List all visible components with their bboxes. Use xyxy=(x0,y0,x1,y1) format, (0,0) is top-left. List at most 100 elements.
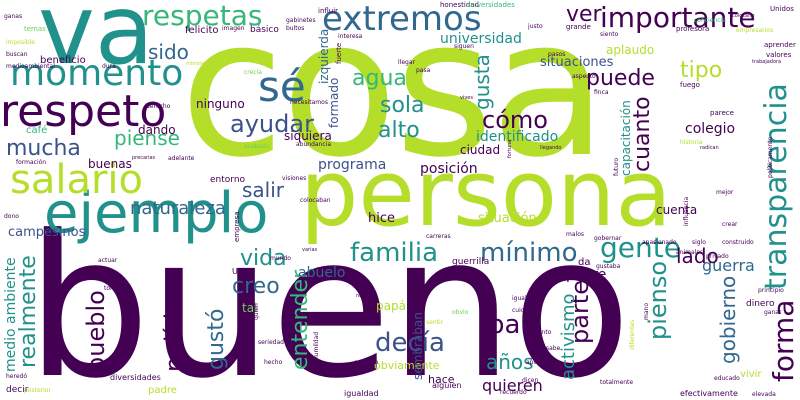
word: temas xyxy=(24,25,46,33)
word: dicen xyxy=(522,377,539,384)
word: vivir xyxy=(740,369,762,380)
word: padre xyxy=(148,385,177,396)
word: recuerdo xyxy=(500,389,527,396)
word: crear xyxy=(722,221,738,228)
word: abuelo xyxy=(298,265,346,281)
word: tal xyxy=(242,301,258,315)
word: hecho xyxy=(264,359,283,366)
word: ninguno xyxy=(196,97,245,111)
word: Uribe xyxy=(232,267,254,276)
word: respeto xyxy=(0,86,167,137)
word: políticamente xyxy=(767,136,774,178)
word: hice xyxy=(368,211,395,226)
word: siguen xyxy=(454,43,474,50)
word: sentir xyxy=(426,319,444,326)
word: adelante xyxy=(168,155,195,162)
word: mejor xyxy=(716,189,734,196)
word: precarias xyxy=(132,155,156,161)
word: historia xyxy=(680,139,703,146)
word: política xyxy=(160,284,188,372)
word: siquiera xyxy=(284,129,332,143)
word: entorno xyxy=(210,175,246,185)
word: dura xyxy=(102,63,116,70)
word: imposible xyxy=(6,39,35,46)
word: ministerios xyxy=(186,61,214,67)
word: aplaudo xyxy=(606,43,655,57)
word: café xyxy=(26,125,48,136)
word: cuidamos xyxy=(512,307,541,314)
word: cómo xyxy=(482,106,548,134)
word: dono xyxy=(4,213,19,220)
word: izquierda xyxy=(317,28,331,84)
word: elevada xyxy=(752,391,776,398)
word: obviamente xyxy=(374,359,440,372)
word: totalmente xyxy=(600,379,634,386)
word: lado xyxy=(676,244,719,268)
word: pasos xyxy=(548,51,566,58)
word: educado xyxy=(714,375,740,382)
word: activismo xyxy=(558,293,579,380)
word: punto xyxy=(534,329,552,336)
word: apoyo xyxy=(526,359,545,366)
word: puede xyxy=(586,66,655,91)
word: honestidad xyxy=(440,1,479,9)
word: gente xyxy=(600,231,681,264)
word: nota xyxy=(356,293,368,299)
word: empresarios xyxy=(736,27,774,34)
word: salir xyxy=(242,178,285,202)
word: gobierno xyxy=(716,275,740,364)
word: bultos xyxy=(286,25,305,32)
word: identificado xyxy=(476,129,559,145)
word: obvio xyxy=(452,309,469,316)
word: gobernar xyxy=(594,235,622,242)
word: fuerte xyxy=(335,42,343,64)
word: medio ambiente xyxy=(3,257,19,372)
word: naturaleza xyxy=(130,198,226,219)
word: estudiar xyxy=(121,331,128,356)
word: sido xyxy=(148,40,189,64)
word: Unidos xyxy=(770,5,794,13)
word: ganas xyxy=(4,13,23,20)
word: universidad xyxy=(440,31,522,47)
word: necesitamos xyxy=(290,99,328,106)
word: siglo xyxy=(692,239,706,246)
word: extremos xyxy=(322,0,482,39)
word: mucha xyxy=(6,136,81,161)
word: valores xyxy=(766,51,792,59)
word: guerra xyxy=(702,256,755,275)
word: ciudad xyxy=(460,143,501,157)
word: sembraban xyxy=(411,312,425,380)
word: situación xyxy=(478,211,537,226)
word: realmente xyxy=(16,255,41,368)
word: básico xyxy=(250,25,279,35)
word: principio xyxy=(758,287,784,294)
word: igual xyxy=(512,295,527,302)
word: heredó xyxy=(6,373,27,380)
word: pasa xyxy=(416,67,431,74)
word: formado xyxy=(327,77,341,128)
word: llegando xyxy=(540,145,562,151)
word: gustaba xyxy=(596,263,621,270)
word: salario xyxy=(10,157,144,203)
word: seriedad xyxy=(258,339,284,346)
word: dinero xyxy=(746,299,775,309)
word: fortuna xyxy=(507,139,513,158)
word: radican xyxy=(700,145,719,151)
word: imagen xyxy=(222,25,245,32)
word: programa xyxy=(318,157,387,173)
word: va xyxy=(38,0,154,86)
word: visiones xyxy=(282,175,307,182)
word: cuenta xyxy=(656,203,698,217)
word: piense xyxy=(114,126,180,150)
word: decía xyxy=(375,328,445,358)
word: empresa xyxy=(233,211,241,242)
word: abundancia xyxy=(296,141,332,148)
word: conciencia xyxy=(694,17,726,24)
word: varias xyxy=(302,247,318,253)
word: actuar xyxy=(98,257,118,264)
word: diferentes xyxy=(629,319,636,350)
word: influir xyxy=(318,7,339,15)
word: fuego xyxy=(680,81,700,89)
word: diversidades xyxy=(110,373,161,382)
word: influencia xyxy=(683,196,690,226)
